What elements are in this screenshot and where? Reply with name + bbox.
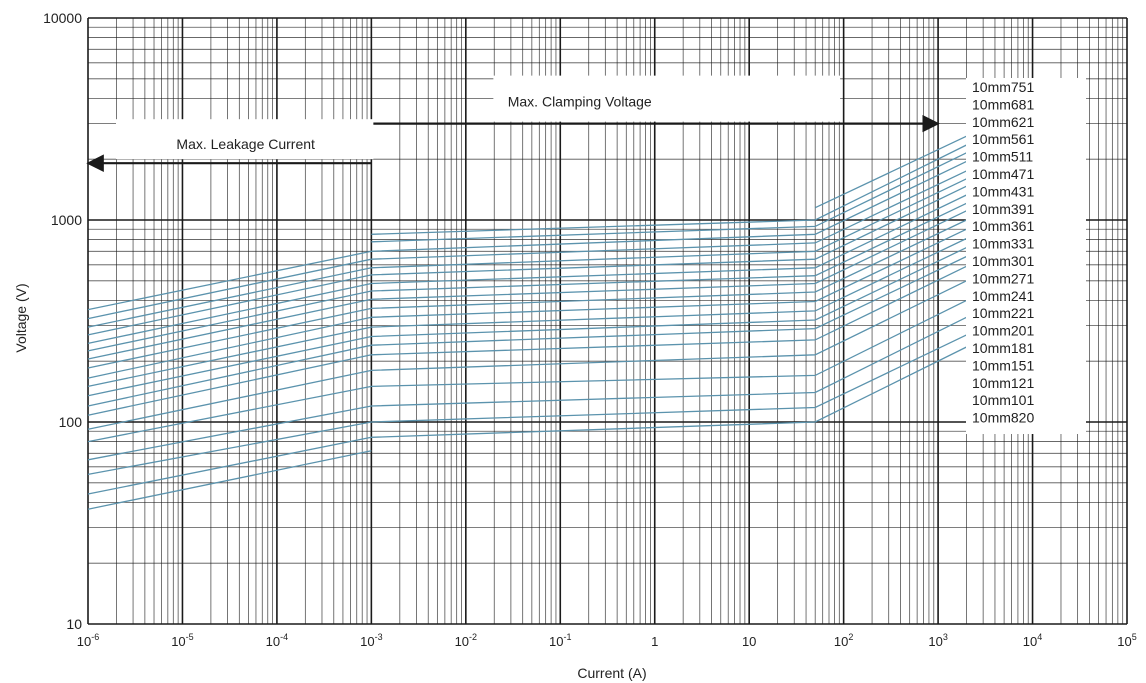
legend-entry-10mm101: 10mm101 bbox=[972, 392, 1034, 408]
series-line-10mm621 bbox=[371, 152, 967, 243]
y-axis-label: Voltage (V) bbox=[13, 283, 29, 352]
legend-entry-10mm241: 10mm241 bbox=[972, 288, 1034, 304]
series-line-10mm101 bbox=[87, 316, 967, 461]
legend-entry-10mm820: 10mm820 bbox=[972, 410, 1034, 426]
x-tick-label: 1 bbox=[651, 634, 658, 649]
annotations: Max. Clamping Voltage Max. Leakage Curren… bbox=[86, 75, 940, 172]
tick-labels: 10-6 10-5 10-4 10-3 10-2 10-1 1 10 102 103 104 105 1… bbox=[43, 10, 1137, 649]
series-line-10mm241 bbox=[87, 237, 967, 388]
x-tick-label: 10-4 bbox=[266, 632, 288, 649]
series-line-10mm751 bbox=[814, 135, 967, 209]
series-line-10mm221 bbox=[87, 247, 967, 397]
series-line-10mm151 bbox=[87, 280, 967, 430]
series-line-10mm361 bbox=[87, 202, 967, 352]
legend-entry-10mm391: 10mm391 bbox=[972, 201, 1034, 217]
annotation-max-leakage-current: Max. Leakage Current bbox=[176, 136, 315, 152]
series-line-10mm121 bbox=[87, 299, 967, 443]
legend-entry-10mm471: 10mm471 bbox=[972, 166, 1034, 182]
x-tick-label: 10-6 bbox=[77, 632, 99, 649]
y-tick-label: 1000 bbox=[51, 212, 82, 228]
y-tick-label: 100 bbox=[59, 414, 83, 430]
x-tick-label: 102 bbox=[834, 632, 853, 649]
series-line-10mm681 bbox=[371, 144, 967, 235]
legend-entry-10mm751: 10mm751 bbox=[972, 79, 1034, 95]
legend-entry-10mm431: 10mm431 bbox=[972, 183, 1034, 199]
x-axis-label: Current (A) bbox=[577, 665, 646, 681]
legend-entry-10mm271: 10mm271 bbox=[972, 270, 1034, 286]
legend-entry-10mm201: 10mm201 bbox=[972, 323, 1034, 339]
y-tick-label: 10 bbox=[66, 616, 82, 632]
x-tick-label: 10 bbox=[742, 634, 756, 649]
x-tick-label: 103 bbox=[928, 632, 947, 649]
x-tick-label: 10-5 bbox=[171, 632, 193, 649]
legend-entry-10mm221: 10mm221 bbox=[972, 305, 1034, 321]
series-layer bbox=[87, 135, 967, 510]
series-line-10mm820 bbox=[87, 334, 967, 476]
legend-entry-10mm301: 10mm301 bbox=[972, 253, 1034, 269]
series-line-10mm471 bbox=[87, 178, 967, 328]
series-line-10mm271 bbox=[87, 228, 967, 379]
series-line-10mm511 bbox=[87, 170, 967, 320]
legend-entry-10mm181: 10mm181 bbox=[972, 340, 1034, 356]
legend-entry-10mm621: 10mm621 bbox=[972, 114, 1034, 130]
series-line-unlabeled-20 bbox=[87, 346, 967, 495]
series-line-unlabeled-21 bbox=[87, 450, 372, 510]
annotation-box-clamping bbox=[493, 75, 841, 122]
legend-entry-10mm681: 10mm681 bbox=[972, 96, 1034, 112]
series-line-10mm301 bbox=[87, 219, 967, 369]
series-line-10mm201 bbox=[87, 255, 967, 407]
legend-entry-10mm121: 10mm121 bbox=[972, 375, 1034, 391]
legend-entry-10mm361: 10mm361 bbox=[972, 218, 1034, 234]
series-line-10mm181 bbox=[87, 265, 967, 416]
series-line-10mm431 bbox=[87, 185, 967, 336]
legend-entry-10mm511: 10mm511 bbox=[972, 149, 1033, 165]
x-tick-label: 105 bbox=[1117, 632, 1136, 649]
legend: 10mm75110mm68110mm62110mm56110mm51110mm4… bbox=[966, 78, 1086, 434]
legend-background bbox=[966, 78, 1086, 434]
x-tick-label: 10-2 bbox=[455, 632, 477, 649]
legend-entry-10mm561: 10mm561 bbox=[972, 131, 1034, 147]
annotation-box-leakage bbox=[116, 119, 374, 160]
series-line-10mm331 bbox=[87, 210, 967, 360]
y-tick-label: 10000 bbox=[43, 10, 82, 26]
x-tick-label: 104 bbox=[1023, 632, 1042, 649]
x-tick-label: 10-3 bbox=[360, 632, 382, 649]
legend-entry-10mm151: 10mm151 bbox=[972, 357, 1034, 373]
annotation-max-clamping-voltage: Max. Clamping Voltage bbox=[508, 94, 652, 110]
legend-entry-10mm331: 10mm331 bbox=[972, 236, 1034, 252]
series-line-10mm391 bbox=[87, 194, 967, 345]
series-line-10mm561 bbox=[87, 160, 967, 311]
x-tick-label: 10-1 bbox=[549, 632, 571, 649]
